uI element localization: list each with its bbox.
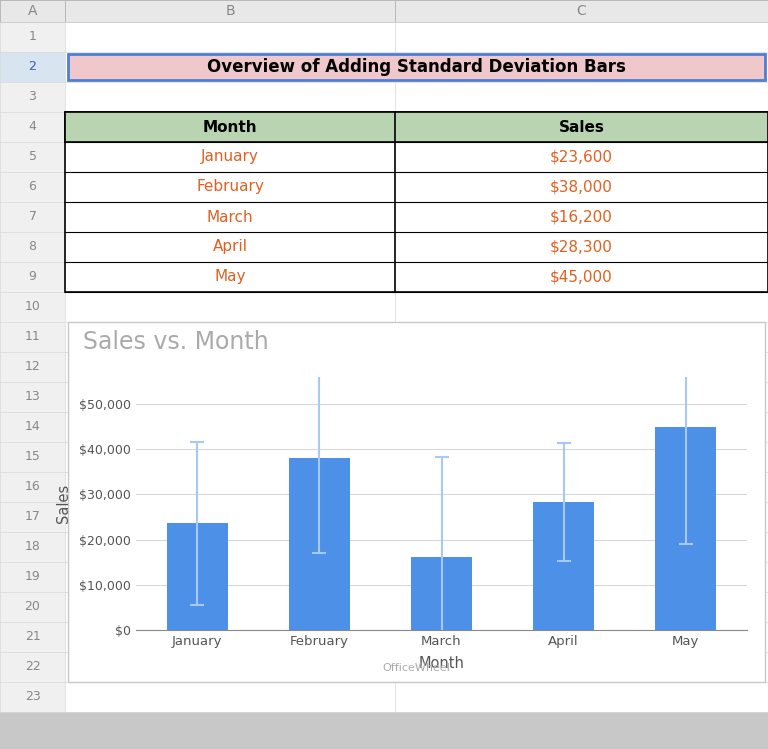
Y-axis label: Sales: Sales (56, 484, 71, 523)
Text: 1: 1 (28, 31, 36, 43)
Text: 17: 17 (25, 511, 41, 524)
Bar (65, 112, 768, 292)
Text: $38,000: $38,000 (550, 180, 613, 195)
Text: April: April (213, 240, 247, 255)
Text: Sales vs. Month: Sales vs. Month (83, 330, 269, 354)
Bar (0, 0, 768, 22)
Text: 21: 21 (25, 631, 41, 643)
Text: 23: 23 (25, 691, 41, 703)
Text: 11: 11 (25, 330, 41, 344)
X-axis label: Month: Month (419, 656, 465, 671)
Text: 7: 7 (28, 210, 37, 223)
Bar (65, 112, 768, 142)
Text: Month: Month (203, 120, 257, 135)
Text: 14: 14 (25, 420, 41, 434)
Text: May: May (214, 270, 246, 285)
Bar (68, 322, 765, 682)
Text: Sales: Sales (558, 120, 604, 135)
Text: B: B (225, 4, 235, 18)
Text: 9: 9 (28, 270, 36, 284)
Text: 4: 4 (28, 121, 36, 133)
Text: 10: 10 (25, 300, 41, 314)
Bar (167, 524, 227, 630)
Text: 13: 13 (25, 390, 41, 404)
Text: 19: 19 (25, 571, 41, 583)
Text: 18: 18 (25, 541, 41, 554)
Bar (533, 502, 594, 630)
Text: 2: 2 (28, 61, 36, 73)
Text: $45,000: $45,000 (550, 270, 613, 285)
Text: OfficeWheel: OfficeWheel (382, 663, 451, 673)
Text: February: February (196, 180, 264, 195)
Bar (0, 22, 65, 712)
Text: 16: 16 (25, 481, 41, 494)
Text: January: January (201, 150, 259, 165)
Text: 22: 22 (25, 661, 41, 673)
Text: 15: 15 (25, 450, 41, 464)
Text: March: March (207, 210, 253, 225)
Text: 3: 3 (28, 91, 36, 103)
Bar (411, 557, 472, 630)
Text: $16,200: $16,200 (550, 210, 613, 225)
Text: 20: 20 (25, 601, 41, 613)
FancyBboxPatch shape (68, 54, 765, 80)
Text: A: A (28, 4, 38, 18)
Text: 5: 5 (28, 151, 37, 163)
Text: Overview of Adding Standard Deviation Bars: Overview of Adding Standard Deviation Ba… (207, 58, 626, 76)
Text: 6: 6 (28, 181, 36, 193)
Bar (0, 52, 65, 82)
Text: C: C (577, 4, 587, 18)
Text: 2: 2 (28, 61, 36, 73)
Text: 8: 8 (28, 240, 37, 253)
Bar (289, 458, 350, 630)
Text: $28,300: $28,300 (550, 240, 613, 255)
Bar (655, 427, 717, 630)
Text: 12: 12 (25, 360, 41, 374)
Text: $23,600: $23,600 (550, 150, 613, 165)
